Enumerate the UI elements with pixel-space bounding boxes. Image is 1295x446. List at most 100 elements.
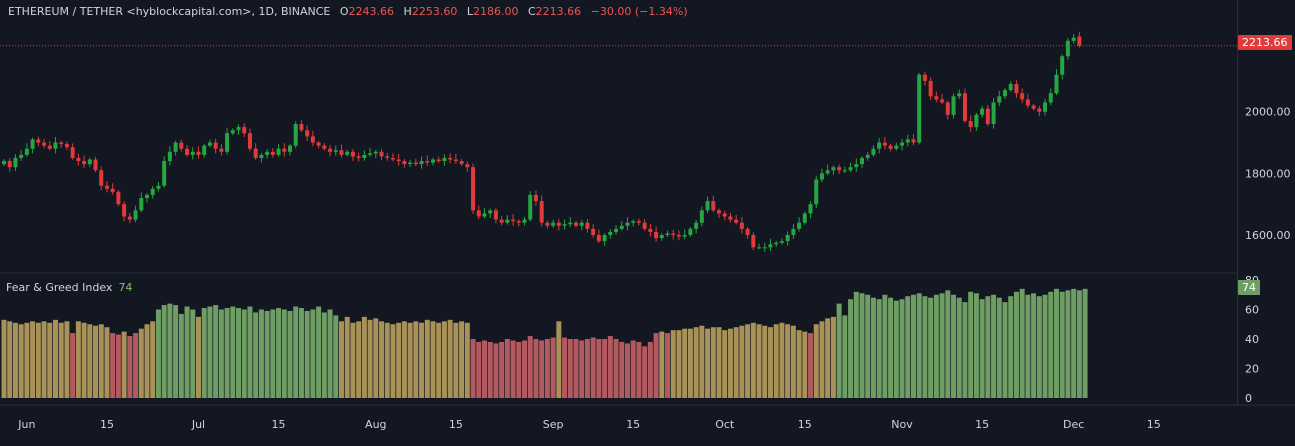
price-axis-label: 1600.00: [1245, 229, 1291, 242]
candle-body: [402, 161, 407, 165]
candle-body: [339, 150, 344, 155]
time-axis-label: Jul: [191, 418, 205, 431]
fear-greed-bar: [642, 346, 648, 398]
fear-greed-bar: [928, 297, 934, 398]
candle-body: [436, 159, 441, 162]
fear-greed-bar: [441, 321, 447, 398]
fear-greed-bar: [321, 312, 327, 398]
candle-body: [270, 151, 275, 155]
candle-body: [911, 139, 916, 143]
fear-greed-bar: [407, 322, 413, 398]
fear-greed-bar: [510, 340, 516, 398]
fear-greed-bar: [344, 316, 350, 398]
fear-greed-bar: [819, 321, 825, 398]
candle-body: [699, 210, 704, 223]
candle-body: [1025, 99, 1030, 106]
candle-body: [1048, 93, 1053, 103]
candle-body: [608, 231, 613, 236]
candle-body: [310, 136, 315, 143]
fear-greed-bar: [910, 294, 916, 398]
fear-greed-bar: [127, 336, 133, 398]
fear-greed-bar: [630, 340, 636, 398]
candle-body: [659, 235, 664, 239]
fear-greed-bar: [579, 340, 585, 398]
candle-body: [47, 145, 52, 149]
fear-greed-bar: [70, 333, 76, 398]
fear-greed-bar: [556, 321, 562, 398]
fear-greed-bar: [1071, 288, 1077, 398]
candle-body: [465, 164, 470, 168]
candle-body: [516, 221, 521, 223]
fear-greed-bar: [1019, 288, 1025, 398]
candle-body: [940, 99, 945, 103]
fear-greed-bar: [1065, 290, 1071, 398]
chart-header: ETHEREUM / TETHER <hyblockcapital.com>, …: [8, 5, 688, 18]
fear-greed-bar: [98, 324, 104, 398]
time-axis-label: Jun: [17, 418, 35, 431]
candle-body: [345, 151, 350, 155]
candle-body: [127, 216, 132, 220]
candle-body: [877, 142, 882, 149]
fear-greed-bar: [52, 319, 58, 398]
candle-body: [734, 219, 739, 223]
candle-body: [230, 130, 235, 134]
candle-body: [1077, 36, 1082, 46]
candle-body: [413, 162, 418, 165]
time-axis-label: Sep: [543, 418, 564, 431]
fear-greed-bar: [985, 296, 991, 398]
fear-greed-bar: [379, 321, 385, 398]
fear-greed-axis-label: 40: [1245, 333, 1259, 346]
candle-body: [322, 145, 327, 149]
candle-body: [1060, 56, 1065, 75]
fear-greed-bar: [682, 328, 688, 398]
fear-greed-bar: [218, 309, 224, 398]
candle-body: [551, 222, 556, 226]
candle-body: [488, 210, 493, 214]
price-axis-label: 1800.00: [1245, 167, 1291, 180]
fear-greed-bar: [401, 321, 407, 398]
fear-greed-bar: [190, 309, 196, 398]
fear-greed-bar: [590, 337, 596, 398]
candle-body: [202, 145, 207, 155]
candle-body: [791, 228, 796, 236]
candle-body: [882, 142, 887, 146]
candle-body: [236, 127, 241, 131]
open-label: O: [339, 5, 349, 18]
fear-greed-bar: [1053, 288, 1059, 398]
high-value: 2253.60: [411, 5, 458, 18]
candle-body: [505, 219, 510, 223]
candle-body: [219, 148, 224, 152]
candle-body: [831, 167, 836, 171]
fear-greed-bar: [213, 305, 219, 398]
fear-greed-bar: [939, 293, 945, 398]
fear-greed-bar: [659, 331, 665, 398]
fear-greed-bar: [522, 340, 528, 398]
candle-body: [860, 157, 864, 165]
candle-body: [568, 222, 573, 225]
candle-body: [1071, 37, 1076, 41]
candle-body: [654, 231, 659, 239]
fear-greed-bar: [562, 337, 568, 398]
candle-body: [408, 162, 413, 165]
fear-greed-bar: [276, 308, 282, 398]
fear-greed-bar: [888, 297, 894, 398]
time-axis-label: 15: [975, 418, 989, 431]
fear-greed-bar: [750, 322, 756, 398]
candle-body: [122, 204, 127, 217]
candle-body: [985, 108, 990, 125]
fear-greed-bar: [155, 309, 161, 398]
candle-body: [694, 222, 699, 229]
fear-greed-bar: [968, 291, 974, 398]
candle-body: [76, 157, 81, 162]
fear-greed-bar: [699, 325, 705, 398]
fear-greed-bar: [1008, 296, 1014, 398]
candle-body: [745, 228, 750, 236]
indicator-legend[interactable]: Fear & Greed Index 74: [6, 281, 132, 294]
indicator-name: Fear & Greed Index: [6, 281, 113, 294]
fear-greed-bar: [916, 293, 922, 398]
candle-body: [636, 221, 641, 223]
low-label: L: [466, 5, 473, 18]
candle-body: [825, 170, 830, 174]
change-value: −30.00 (−1.34%): [590, 5, 688, 18]
